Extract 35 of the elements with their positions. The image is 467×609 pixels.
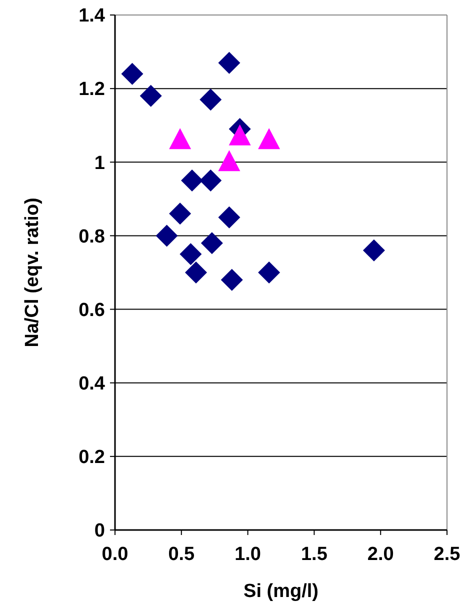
y-tick-label: 1.2 [78, 79, 105, 100]
point [258, 262, 280, 284]
y-tick-label: 0.6 [78, 300, 105, 321]
point [200, 232, 223, 254]
point [169, 128, 192, 150]
point [121, 62, 144, 85]
y-axis-title: Na/Cl (eqv. ratio) [22, 198, 43, 348]
point [180, 243, 202, 266]
y-tick-label: 0.2 [78, 447, 105, 468]
y-tick-label: 1.4 [78, 6, 106, 27]
point [218, 52, 240, 74]
point [220, 268, 243, 291]
point [169, 202, 192, 225]
point [200, 170, 222, 192]
point [185, 262, 208, 284]
x-axis-title: Si (mg/l) [244, 581, 318, 602]
point [218, 150, 240, 172]
point [156, 224, 178, 247]
point [140, 84, 162, 107]
point [228, 124, 251, 146]
x-tick-label: 1.5 [300, 544, 328, 565]
y-tick-label: 1 [94, 152, 106, 174]
y-tick-label: 0 [94, 520, 105, 542]
y-tick-label: 0.4 [78, 374, 106, 395]
x-tick-label: 0.5 [168, 544, 196, 565]
point [362, 239, 385, 262]
x-tick-label: 1.0 [234, 544, 262, 565]
point [181, 170, 204, 192]
x-tick-label: 0.0 [102, 544, 128, 565]
point [258, 128, 280, 150]
y-tick-label: 0.8 [78, 226, 105, 248]
x-tick-label: 2.0 [367, 544, 394, 565]
point [200, 88, 222, 111]
point [218, 206, 240, 228]
x-tick-label: 2.5 [434, 544, 461, 565]
